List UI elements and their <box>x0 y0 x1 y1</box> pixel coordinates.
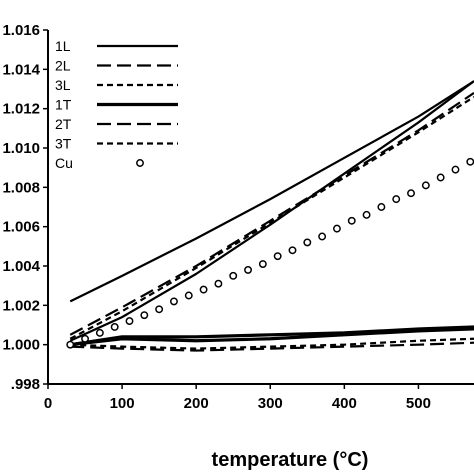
y-tick-label: 1.004 <box>2 258 40 275</box>
cu-data-point <box>421 181 430 190</box>
x-tick-label: 0 <box>44 395 52 412</box>
cu-data-point <box>184 291 193 300</box>
y-tick-label: 1.014 <box>2 61 40 78</box>
series-line-1T <box>69 325 474 347</box>
x-tick-label: 400 <box>332 395 357 412</box>
x-tick-label: 500 <box>406 395 431 412</box>
legend-label: 2T <box>55 116 72 132</box>
cu-data-point <box>258 260 267 268</box>
cu-data-point <box>332 224 341 233</box>
series-3T <box>70 337 474 350</box>
cu-data-point <box>347 216 356 225</box>
y-tick-label: 1.006 <box>2 219 40 236</box>
legend-label: Cu <box>55 155 73 171</box>
legend-label: 2L <box>55 58 71 74</box>
cu-data-point <box>66 340 75 349</box>
legend-label: 3T <box>55 136 72 152</box>
series-layer <box>66 80 474 352</box>
legend-item-3L: 3L <box>55 77 178 93</box>
legend-item-2L: 2L <box>55 58 178 74</box>
x-tick-label: 300 <box>258 395 283 412</box>
series-2T <box>70 341 474 352</box>
axes: .998 1.000 1.002 1.004 1.006 1.008 1.010 1.012 1… <box>2 22 474 412</box>
cu-data-point <box>451 165 460 174</box>
legend: 1L 2L 3L 1T 2T 3T Cu <box>55 38 178 171</box>
legend-item-2T: 2T <box>55 116 178 132</box>
series-Cu <box>66 157 474 349</box>
y-tick-label: 1.008 <box>2 179 40 196</box>
cu-data-point <box>273 252 282 261</box>
cu-data-point <box>110 323 119 331</box>
series-1T <box>70 327 474 347</box>
series-1L <box>69 80 474 303</box>
legend-item-1L: 1L <box>55 38 178 54</box>
y-tick-label: 1.012 <box>2 101 40 118</box>
y-tick-label: .998 <box>11 376 40 393</box>
x-tick-label: 200 <box>184 395 209 412</box>
y-tick-label: 1.000 <box>2 337 40 354</box>
cu-data-point <box>362 210 371 219</box>
cu-data-point <box>436 173 445 182</box>
series-line-1L <box>69 80 474 342</box>
cu-data-point <box>318 232 327 241</box>
y-tick-label: 1.002 <box>2 297 40 314</box>
cu-data-point <box>169 297 178 306</box>
series-line-2L <box>69 92 474 336</box>
series-1L <box>69 80 474 342</box>
series-line-2T <box>70 341 474 352</box>
cu-data-point <box>81 334 89 343</box>
legend-label: 3L <box>55 77 71 93</box>
cu-data-point <box>377 203 386 211</box>
series-line-3L <box>69 95 474 340</box>
cu-data-point <box>466 157 474 166</box>
x-axis-title: temperature (°C) <box>212 449 369 471</box>
y-tick-label: 1.016 <box>2 22 40 39</box>
legend-label: 1T <box>55 97 72 113</box>
cu-data-point <box>125 317 134 326</box>
cu-data-point <box>407 189 415 198</box>
cu-data-point <box>392 195 401 204</box>
x-tick-label: 100 <box>110 395 135 412</box>
series-2L <box>69 92 474 336</box>
series-line-3T <box>70 337 474 350</box>
cu-data-point <box>214 279 223 288</box>
cu-data-point <box>288 246 297 255</box>
series-3L <box>69 95 474 340</box>
legend-item-1T: 1T <box>55 97 178 113</box>
y-tick-label: 1.010 <box>2 140 40 157</box>
series-line-1L <box>69 80 474 303</box>
cu-data-point <box>244 265 252 274</box>
cu-data-point <box>95 328 104 337</box>
cu-data-point <box>229 271 238 280</box>
cu-data-point <box>303 238 312 247</box>
legend-item-3T: 3T <box>55 136 178 152</box>
series-1T <box>69 325 474 347</box>
legend-item-Cu: Cu <box>55 155 144 171</box>
legend-marker <box>136 159 144 167</box>
series-line-1T <box>70 327 474 347</box>
legend-label: 1L <box>55 38 71 54</box>
cu-data-point <box>140 311 149 320</box>
cu-data-point <box>155 305 164 314</box>
cu-data-point <box>199 285 208 294</box>
